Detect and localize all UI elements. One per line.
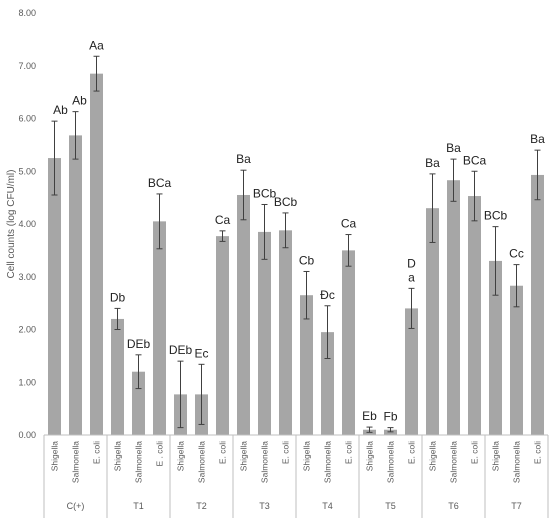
bar — [426, 208, 439, 435]
y-tick-label: 1.00 — [18, 377, 36, 387]
group-label: C(+) — [67, 501, 85, 511]
data-label: BCb — [274, 195, 298, 209]
bar — [237, 194, 250, 435]
data-label: Ba — [425, 156, 440, 170]
bar — [258, 231, 271, 435]
data-label: Ba — [236, 152, 251, 166]
bar — [48, 158, 61, 435]
group-label: T6 — [448, 501, 459, 511]
category-label: E. coli — [218, 441, 228, 464]
category-label: Salmonella — [512, 441, 522, 483]
category-label: E. coli — [470, 441, 480, 464]
data-label: Ab — [53, 103, 68, 117]
category-label: E. coli — [92, 441, 102, 464]
data-label: Db — [110, 290, 126, 304]
group-label: T3 — [259, 501, 270, 511]
category-label: Shigella — [113, 441, 123, 472]
y-tick-label: 2.00 — [18, 325, 36, 335]
category-label: Shigella — [176, 441, 186, 472]
data-label: Cb — [299, 253, 315, 267]
bar — [279, 230, 292, 435]
group-label: T7 — [511, 501, 522, 511]
data-label: Đc — [320, 288, 335, 302]
data-label: Aa — [89, 38, 104, 52]
data-label: Cc — [509, 247, 524, 261]
category-label: Shigella — [239, 441, 249, 472]
bar — [216, 236, 229, 435]
category-label: E. coli — [407, 441, 417, 464]
category-label: Shigella — [50, 441, 60, 472]
y-axis-label: Cell counts (log CFU/ml) — [6, 170, 17, 279]
data-label: Ba — [530, 132, 545, 146]
data-label: BCb — [484, 209, 508, 223]
data-label: DEb — [169, 343, 193, 357]
bar — [111, 318, 124, 435]
data-label: Ec — [194, 346, 208, 360]
data-label: Ca — [341, 217, 357, 231]
bar — [405, 308, 418, 435]
category-label: Salmonella — [71, 441, 81, 483]
bar — [90, 73, 103, 435]
category-label: Shigella — [491, 441, 501, 472]
data-label: Eb — [362, 409, 377, 423]
y-tick-label: 5.00 — [18, 166, 36, 176]
category-label: Salmonella — [386, 441, 396, 483]
y-tick-label: 7.00 — [18, 61, 36, 71]
bar — [447, 180, 460, 435]
category-label: E. coli — [533, 441, 543, 464]
category-label: E. coli — [281, 441, 291, 464]
data-label: BCa — [463, 153, 487, 167]
category-label: Salmonella — [260, 441, 270, 483]
data-label: Ba — [446, 141, 461, 155]
bar — [384, 429, 397, 435]
bar — [132, 371, 145, 435]
group-label: T1 — [133, 501, 144, 511]
group-label: T5 — [385, 501, 396, 511]
data-label: Ca — [215, 213, 231, 227]
bar — [69, 135, 82, 435]
y-tick-label: 8.00 — [18, 8, 36, 18]
bar — [321, 332, 334, 435]
bar — [531, 174, 544, 435]
y-tick-label: 0.00 — [18, 430, 36, 440]
category-label: Shigella — [365, 441, 375, 472]
category-label: Salmonella — [197, 441, 207, 483]
category-label: E . coli — [155, 441, 165, 467]
category-label: Salmonella — [323, 441, 333, 483]
y-tick-label: 6.00 — [18, 114, 36, 124]
data-label: BCa — [148, 176, 172, 190]
bar — [510, 285, 523, 435]
bar — [153, 221, 166, 435]
data-label: BCb — [253, 186, 277, 200]
data-label: Fb — [383, 410, 397, 424]
category-label: Salmonella — [449, 441, 459, 483]
bar — [300, 295, 313, 435]
category-label: E. coli — [344, 441, 354, 464]
data-label: DEb — [127, 337, 151, 351]
category-label: Shigella — [302, 441, 312, 472]
group-label: T2 — [196, 501, 207, 511]
y-tick-label: 3.00 — [18, 272, 36, 282]
bar — [342, 250, 355, 435]
data-label: Ab — [72, 94, 87, 108]
bar — [468, 196, 481, 435]
data-label: a — [408, 270, 415, 284]
data-label: D — [407, 256, 416, 270]
bar — [489, 260, 502, 435]
category-label: Shigella — [428, 441, 438, 472]
group-label: T4 — [322, 501, 333, 511]
category-label: Salmonella — [134, 441, 144, 483]
y-tick-label: 4.00 — [18, 219, 36, 229]
